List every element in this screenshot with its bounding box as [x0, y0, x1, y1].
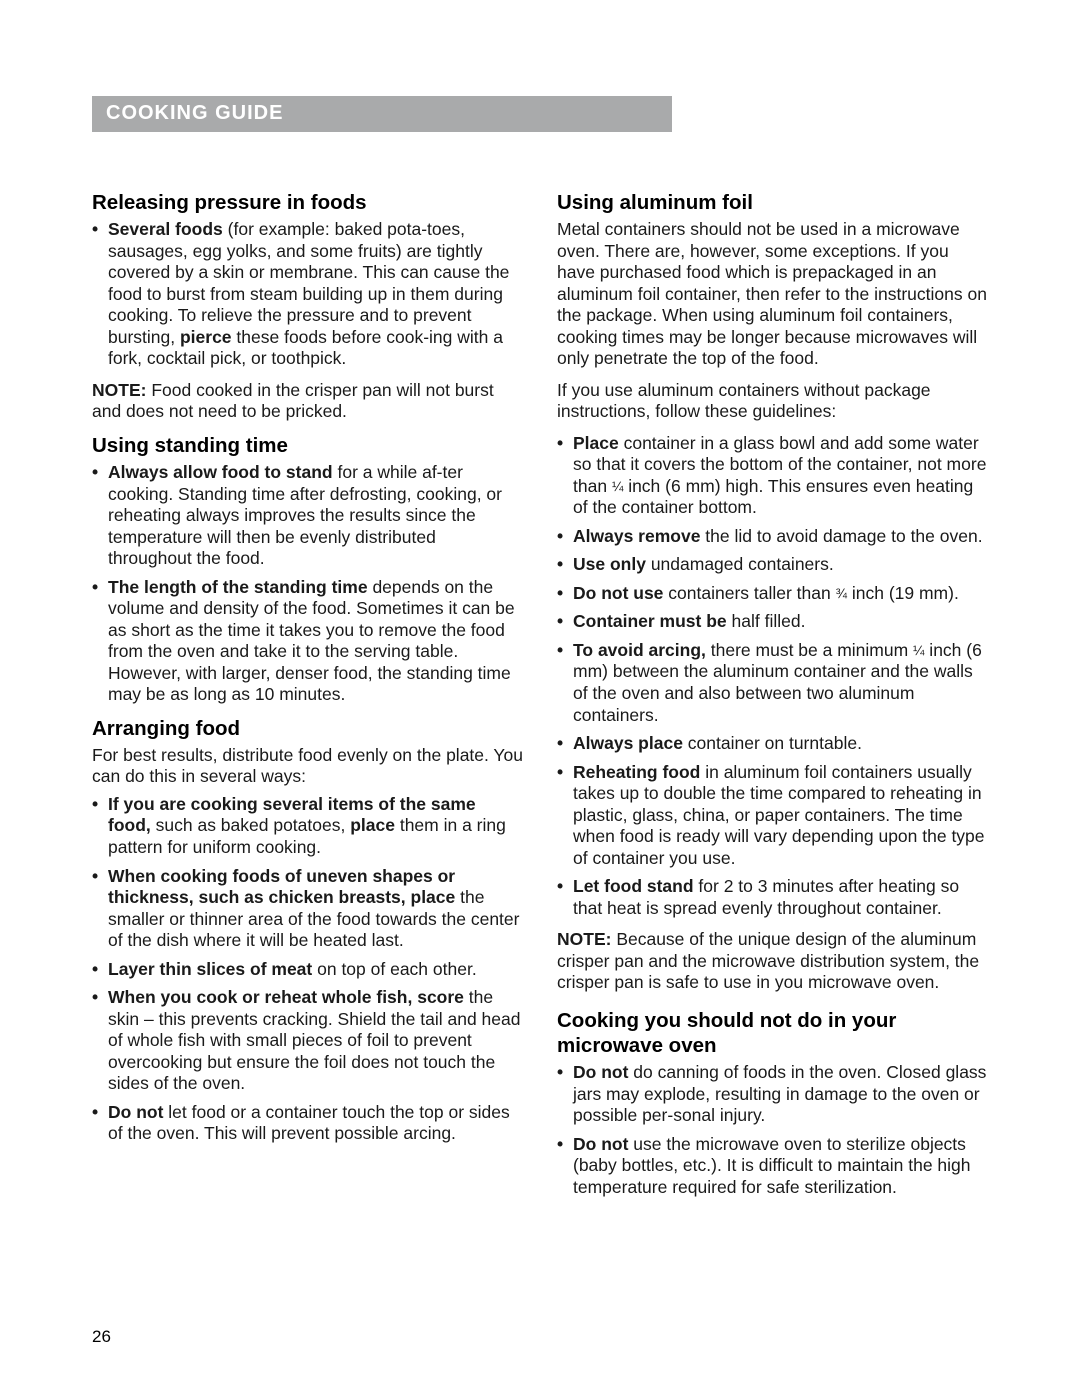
bold-text: NOTE:	[557, 929, 611, 949]
heading-aluminum-foil: Using aluminum foil	[557, 190, 988, 215]
body-text: such as baked potatoes,	[151, 815, 350, 835]
bold-text: Use only	[573, 554, 646, 574]
heading-not-do: Cooking you should not do in your microw…	[557, 1008, 988, 1058]
list-item: Container must be half filled.	[557, 611, 988, 633]
bold-text: Do not	[573, 1062, 628, 1082]
fraction: ¼	[913, 643, 924, 658]
bold-text: Several foods	[108, 219, 223, 239]
bold-text: Let food stand	[573, 876, 694, 896]
list-foil-guidelines: Place container in a glass bowl and add …	[557, 433, 988, 919]
list-item: Always place container on turntable.	[557, 733, 988, 755]
bold-text: Always remove	[573, 526, 700, 546]
body-paragraph: Metal containers should not be used in a…	[557, 219, 988, 370]
bold-text: Container must be	[573, 611, 727, 631]
body-text: Because of the unique design of the alum…	[557, 929, 979, 992]
list-item: To avoid arcing, there must be a minimum…	[557, 640, 988, 726]
note-paragraph: NOTE: Food cooked in the crisper pan wil…	[92, 380, 523, 423]
bold-text: Reheating food	[573, 762, 700, 782]
bold-text: Always place	[573, 733, 683, 753]
bold-text: The length of the standing time	[108, 577, 368, 597]
list-item: Do not do canning of foods in the oven. …	[557, 1062, 988, 1127]
list-item: Layer thin slices of meat on top of each…	[92, 959, 523, 981]
bold-text: Always allow food to stand	[108, 462, 333, 482]
list-item: Do not let food or a container touch the…	[92, 1102, 523, 1145]
list-item: Always allow food to stand for a while a…	[92, 462, 523, 570]
fraction: ¼	[612, 479, 623, 494]
list-item: Let food stand for 2 to 3 minutes after …	[557, 876, 988, 919]
section-header-bar: COOKING GUIDE	[92, 96, 672, 132]
body-columns: Releasing pressure in foods Several food…	[92, 190, 988, 1198]
body-text: Food cooked in the crisper pan will not …	[92, 380, 494, 422]
list-not-do: Do not do canning of foods in the oven. …	[557, 1062, 988, 1198]
bold-text: Do not	[108, 1102, 163, 1122]
list-item: The length of the standing time depends …	[92, 577, 523, 706]
list-item: Reheating food in aluminum foil containe…	[557, 762, 988, 870]
body-text: inch (19 mm).	[847, 583, 959, 603]
body-paragraph: If you use aluminum containers without p…	[557, 380, 988, 423]
body-text: Metal containers should not be used in a	[557, 219, 876, 239]
list-standing: Always allow food to stand for a while a…	[92, 462, 523, 706]
bold-text: pierce	[180, 327, 232, 347]
list-item: Do not use the microwave oven to sterili…	[557, 1134, 988, 1199]
body-text: do canning of foods in the oven. Closed …	[573, 1062, 986, 1125]
body-text: the lid to avoid damage to the oven.	[700, 526, 982, 546]
bold-text: Place	[573, 433, 619, 453]
body-text: half filled.	[727, 611, 806, 631]
page: COOKING GUIDE Releasing pressure in food…	[0, 0, 1080, 1397]
body-text: use the microwave oven to sterilize obje…	[573, 1134, 971, 1197]
bold-text: Do not use	[573, 583, 663, 603]
list-releasing: Several foods (for example: baked pota-t…	[92, 219, 523, 370]
list-item: If you are cooking several items of the …	[92, 794, 523, 859]
list-item: Do not use containers taller than ¾ inch…	[557, 583, 988, 605]
body-text: there must be a minimum	[706, 640, 913, 660]
list-item: Several foods (for example: baked pota-t…	[92, 219, 523, 370]
bold-text: When cooking foods of uneven shapes or t…	[108, 866, 455, 908]
list-item: Use only undamaged containers.	[557, 554, 988, 576]
list-item: Always remove the lid to avoid damage to…	[557, 526, 988, 548]
body-text: let food or a container touch the top or…	[108, 1102, 510, 1144]
bold-text: When you cook or reheat whole fish, scor…	[108, 987, 464, 1007]
list-item: When cooking foods of uneven shapes or t…	[92, 866, 523, 952]
list-arranging: If you are cooking several items of the …	[92, 794, 523, 1145]
bold-text: place	[350, 815, 395, 835]
heading-releasing-pressure: Releasing pressure in foods	[92, 190, 523, 215]
bold-text: Do not	[573, 1134, 628, 1154]
bold-text: NOTE:	[92, 380, 146, 400]
body-text: microwave oven. There are, however, some…	[557, 219, 987, 368]
body-text: inch (6 mm) high. This ensures even heat…	[573, 476, 973, 518]
body-text: containers taller than	[663, 583, 835, 603]
body-text: on top of each other.	[312, 959, 476, 979]
heading-standing-time: Using standing time	[92, 433, 523, 458]
bold-text: To avoid arcing,	[573, 640, 706, 660]
page-number: 26	[92, 1327, 111, 1347]
list-item: When you cook or reheat whole fish, scor…	[92, 987, 523, 1095]
list-item: Place container in a glass bowl and add …	[557, 433, 988, 519]
body-text: undamaged containers.	[646, 554, 834, 574]
note-paragraph: NOTE: Because of the unique design of th…	[557, 929, 988, 994]
bold-text: Layer thin slices of meat	[108, 959, 312, 979]
intro-paragraph: For best results, distribute food evenly…	[92, 745, 523, 788]
body-text: container on turntable.	[683, 733, 862, 753]
heading-arranging-food: Arranging food	[92, 716, 523, 741]
fraction: ¾	[836, 586, 847, 601]
